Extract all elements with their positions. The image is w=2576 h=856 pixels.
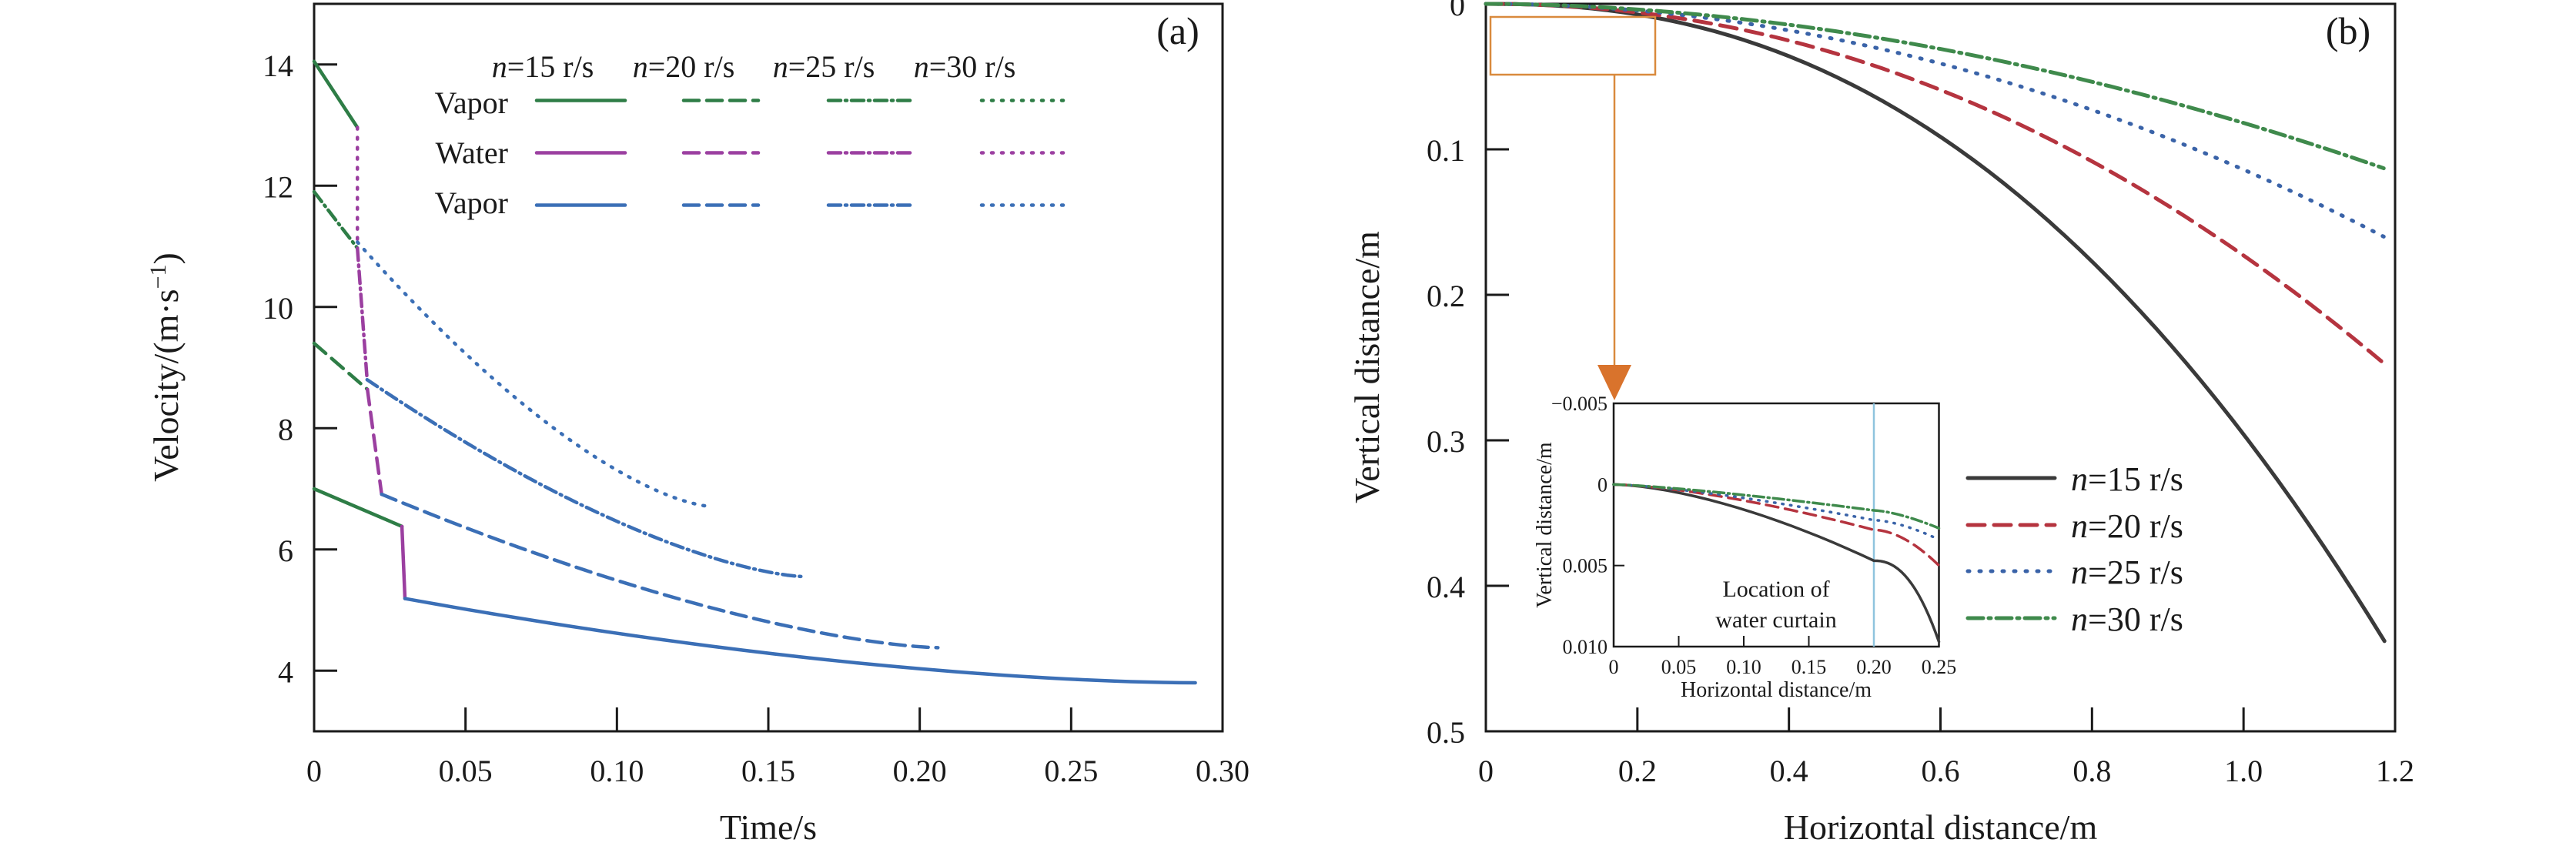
svg-text:0.25: 0.25	[1922, 656, 1957, 678]
svg-text:Location of: Location of	[1722, 577, 1829, 602]
svg-text:0.10: 0.10	[1726, 656, 1761, 678]
svg-text:0.005: 0.005	[1563, 555, 1608, 577]
svg-text:0.8: 0.8	[2073, 754, 2111, 788]
svg-text:Time/s: Time/s	[720, 808, 817, 847]
svg-text:0.4: 0.4	[1427, 570, 1465, 604]
svg-text:n=25 r/s: n=25 r/s	[2071, 553, 2183, 591]
svg-text:0: 0	[1478, 754, 1494, 788]
svg-text:0: 0	[1450, 0, 1465, 22]
svg-text:0.2: 0.2	[1618, 754, 1657, 788]
svg-text:0.4: 0.4	[1770, 754, 1808, 788]
svg-text:0.15: 0.15	[1791, 656, 1827, 678]
svg-text:0.6: 0.6	[1922, 754, 1960, 788]
svg-text:0.2: 0.2	[1427, 279, 1465, 313]
svg-text:−0.005: −0.005	[1551, 393, 1607, 415]
svg-text:n=20 r/s: n=20 r/s	[2071, 507, 2183, 545]
svg-text:Horizontal distance/m: Horizontal distance/m	[1681, 678, 1872, 702]
svg-text:0.010: 0.010	[1563, 636, 1608, 658]
svg-text:0: 0	[1609, 656, 1619, 678]
svg-text:0.5: 0.5	[1427, 715, 1465, 750]
svg-text:Vapor: Vapor	[434, 85, 508, 120]
svg-text:0.15: 0.15	[741, 754, 795, 788]
svg-text:0: 0	[1597, 473, 1607, 496]
svg-text:0.1: 0.1	[1427, 133, 1465, 168]
svg-text:1.0: 1.0	[2224, 754, 2263, 788]
svg-text:n=20 r/s: n=20 r/s	[633, 49, 735, 84]
svg-text:water curtain: water curtain	[1715, 607, 1836, 633]
svg-text:4: 4	[278, 654, 293, 689]
svg-text:12: 12	[263, 169, 293, 204]
svg-text:Horizontal distance/m: Horizontal distance/m	[1784, 808, 2098, 847]
svg-text:6: 6	[278, 533, 293, 568]
svg-text:0.30: 0.30	[1196, 754, 1250, 788]
svg-text:0.20: 0.20	[1856, 656, 1892, 678]
svg-text:0.05: 0.05	[439, 754, 493, 788]
svg-text:0.3: 0.3	[1427, 424, 1465, 459]
svg-text:0.05: 0.05	[1661, 656, 1697, 678]
svg-text:1.2: 1.2	[2376, 754, 2414, 788]
svg-text:n=30 r/s: n=30 r/s	[914, 49, 1016, 84]
svg-text:n=15 r/s: n=15 r/s	[2071, 460, 2183, 498]
svg-text:Vertical distance/m: Vertical distance/m	[1347, 231, 1387, 503]
svg-text:8: 8	[278, 412, 293, 446]
svg-text:0.20: 0.20	[893, 754, 947, 788]
svg-text:n=25 r/s: n=25 r/s	[773, 49, 875, 84]
svg-text:Vapor: Vapor	[434, 186, 508, 220]
svg-text:14: 14	[263, 48, 293, 83]
svg-text:0.25: 0.25	[1044, 754, 1098, 788]
svg-text:Vertical distance/m: Vertical distance/m	[1533, 442, 1557, 608]
svg-text:n=30 r/s: n=30 r/s	[2071, 600, 2183, 638]
svg-text:10: 10	[263, 291, 293, 326]
svg-text:Water: Water	[436, 135, 509, 170]
svg-text:n=15 r/s: n=15 r/s	[492, 49, 594, 84]
svg-text:0.10: 0.10	[590, 754, 644, 788]
svg-text:(b): (b)	[2326, 9, 2370, 52]
svg-text:0: 0	[306, 754, 322, 788]
svg-text:(a): (a)	[1156, 9, 1199, 52]
